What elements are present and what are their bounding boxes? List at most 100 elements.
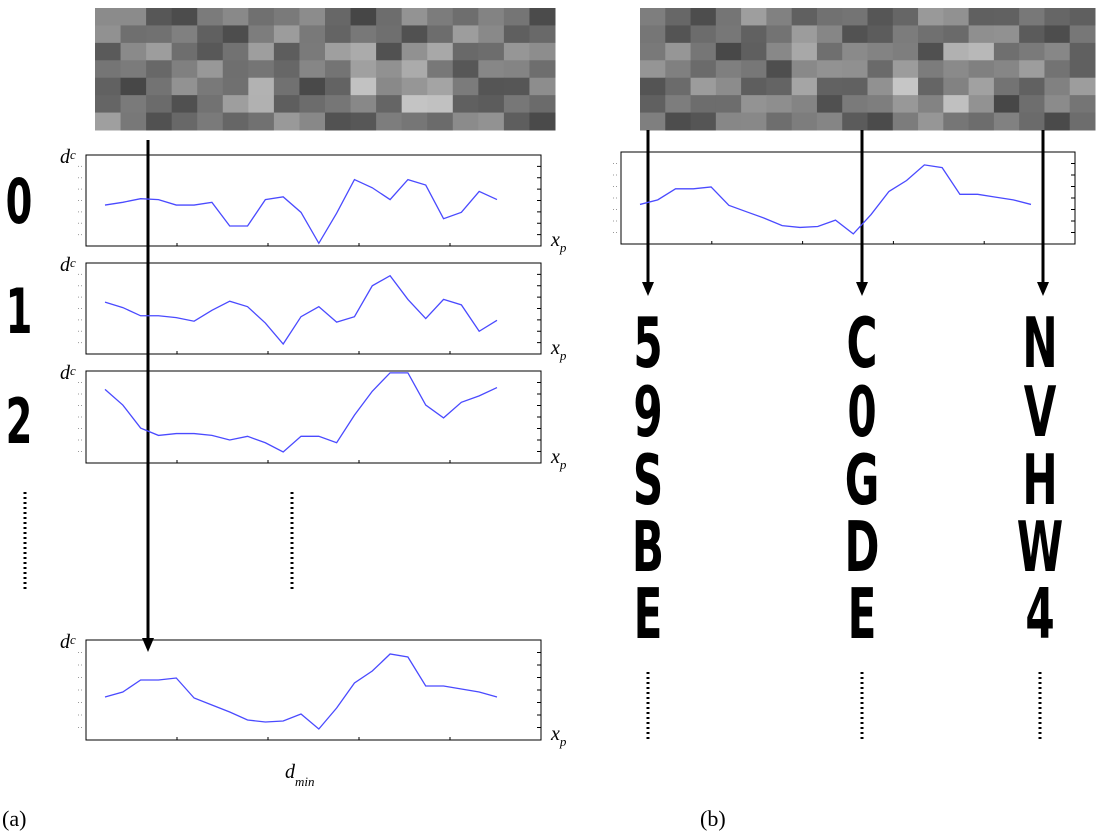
pixel: [791, 77, 818, 96]
x-label: xp: [550, 229, 567, 255]
pixel: [690, 95, 717, 114]
pixel: [503, 60, 530, 79]
pixel: [993, 42, 1020, 61]
pixel: [892, 77, 919, 96]
pixel: [376, 112, 403, 131]
candidate-char: E: [848, 574, 877, 655]
pixel: [146, 25, 173, 44]
pixel: [350, 8, 377, 26]
pixel: [95, 77, 122, 96]
y-label: dc: [60, 146, 76, 168]
pixel: [766, 8, 793, 26]
pixel: [146, 77, 173, 96]
pixel: [248, 25, 275, 44]
pixel: [503, 112, 530, 131]
pixel: [120, 112, 147, 131]
pixel: [452, 95, 479, 114]
pixel: [1019, 95, 1045, 114]
candidate-char: E: [634, 574, 663, 655]
pixel: [1044, 77, 1071, 96]
pixel: [325, 42, 352, 61]
candidate-char: D: [845, 507, 880, 588]
y-label-sub: c: [70, 147, 76, 162]
pixel: [222, 25, 249, 44]
pixel: [892, 112, 919, 131]
pixel: [325, 8, 352, 26]
pixel: [943, 25, 970, 44]
pixel: [715, 42, 742, 61]
pixel: [918, 42, 944, 61]
pixel: [715, 8, 742, 26]
pixel: [120, 60, 147, 79]
pixel: [1019, 25, 1045, 44]
pixel: [452, 8, 479, 26]
pixel: [690, 8, 717, 26]
pixel: [791, 42, 818, 61]
pixel: [401, 60, 428, 79]
pixel: [665, 42, 692, 61]
pixel: [350, 95, 377, 114]
min-label-sub: min: [295, 774, 315, 789]
pixel: [401, 77, 428, 96]
pixel: [350, 77, 377, 96]
pixel: [248, 112, 275, 131]
pixel: [299, 95, 326, 114]
pixel: [766, 95, 793, 114]
y-label-sub: c: [70, 363, 76, 378]
pixel: [842, 8, 868, 26]
pixel: [842, 112, 868, 131]
pixel: [791, 95, 818, 114]
digit-label: 1: [6, 277, 33, 349]
pixel: [248, 60, 275, 79]
pixel: [529, 42, 556, 61]
pixel: [299, 112, 326, 131]
pixel: [273, 95, 300, 114]
pixel: [350, 42, 377, 61]
pixel: [968, 42, 995, 61]
pixel: [1069, 8, 1096, 26]
ellipsis-dots: [23, 492, 1042, 742]
pixel: [478, 95, 505, 114]
curve: [104, 372, 498, 453]
pixel: [766, 77, 793, 96]
pixel: [1019, 42, 1045, 61]
pixel: [741, 8, 767, 26]
pixel: [766, 112, 793, 131]
pixel: [993, 25, 1020, 44]
pixel: [427, 42, 454, 61]
pixel: [299, 8, 326, 26]
pixel: [968, 95, 995, 114]
pixel: [665, 77, 692, 96]
pixel: [503, 8, 530, 26]
pixel: [918, 77, 944, 96]
pixel: [325, 112, 352, 131]
y-label: dc: [60, 254, 76, 276]
pixel: [867, 95, 894, 114]
x-label: xp: [550, 723, 567, 749]
pixel: [325, 77, 352, 96]
pixel: [766, 60, 793, 79]
pixel: [120, 77, 147, 96]
pixel: [892, 60, 919, 79]
pixel: [690, 112, 717, 131]
pixel: [715, 112, 742, 131]
pixel: [478, 112, 505, 131]
pixel: [867, 8, 894, 26]
pixel: [197, 8, 224, 26]
pixel: [665, 112, 692, 131]
pixel: [867, 25, 894, 44]
y-label-main: d: [60, 146, 71, 168]
pixel: [171, 8, 198, 26]
pixel: [665, 25, 692, 44]
pixel: [197, 112, 224, 131]
pixel: [529, 8, 556, 26]
x-label: xp: [550, 337, 567, 363]
pixel: [1044, 8, 1071, 26]
pixel: [993, 77, 1020, 96]
pixel: [95, 42, 122, 61]
pixel: [943, 42, 970, 61]
pixel: [146, 112, 173, 131]
curve: [104, 653, 498, 730]
pixel: [452, 42, 479, 61]
